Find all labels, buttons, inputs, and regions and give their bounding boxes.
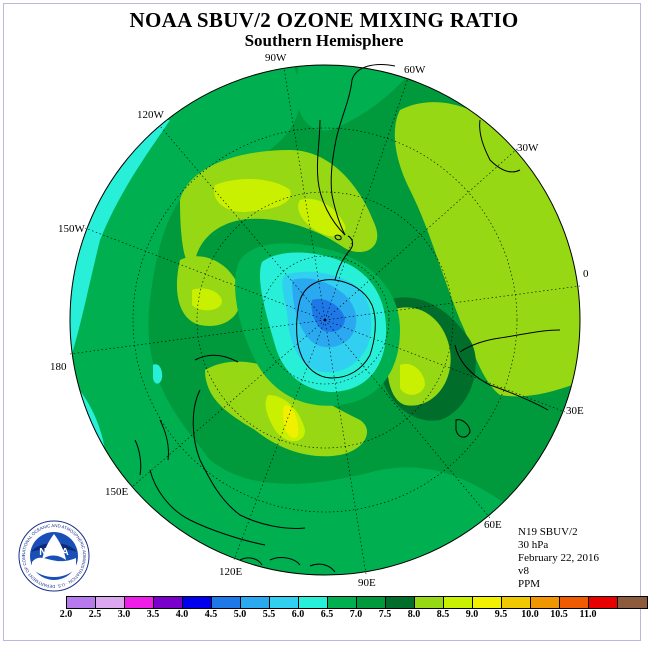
colorbar-segment xyxy=(473,597,502,608)
colorbar-segment xyxy=(154,597,183,608)
coastlines xyxy=(134,64,561,573)
lon-label-120e: 120E xyxy=(219,566,243,578)
field-region-6-5-ne xyxy=(296,65,420,131)
colorbar-label: 4.5 xyxy=(204,609,218,620)
colorbar-segment xyxy=(125,597,154,608)
colorbar-segment xyxy=(270,597,299,608)
latitude-circle-30s xyxy=(196,191,454,449)
falkland-islands xyxy=(334,234,342,241)
colorbar-label: 9.0 xyxy=(465,609,479,620)
asia-islands-coastline xyxy=(239,557,336,573)
colorbar-segment xyxy=(531,597,560,608)
colorbar-label: 10.5 xyxy=(550,609,568,620)
colorbar-label: 8.5 xyxy=(436,609,450,620)
info-level: 30 hPa xyxy=(518,539,549,551)
lon-label-150e: 150E xyxy=(105,486,129,498)
lon-label-90e: 90E xyxy=(358,577,376,589)
field-region-8-5-east xyxy=(400,363,425,395)
colorbar-segment xyxy=(212,597,241,608)
colorbar-segment xyxy=(96,597,125,608)
colorbar-label: 3.0 xyxy=(117,609,131,620)
colorbar-label: 10.0 xyxy=(521,609,539,620)
colorbar-segment xyxy=(444,597,473,608)
map-subtitle: Southern Hemisphere xyxy=(244,31,404,50)
colorbar-segment xyxy=(183,597,212,608)
lon-label-30e: 30E xyxy=(566,405,584,417)
colorbar-label: 2.5 xyxy=(88,609,102,620)
field-region-6-5 xyxy=(70,65,580,575)
colorbar-segment xyxy=(241,597,270,608)
colorbar xyxy=(66,596,648,609)
lon-label-180: 180 xyxy=(50,361,67,373)
colorbar-segment xyxy=(386,597,415,608)
lon-label-30w: 30W xyxy=(517,142,539,154)
product-info: N19 SBUV/2 30 hPa February 22, 2016 v8 P… xyxy=(518,526,599,591)
south-america-west-coastline xyxy=(316,119,346,236)
field-region-8-0-north xyxy=(180,150,378,266)
colorbar-segment xyxy=(502,597,531,608)
info-version: v8 xyxy=(518,565,529,577)
colorbar-segment xyxy=(299,597,328,608)
field-region-8-5-nw2 xyxy=(298,198,346,237)
colorbar-label: 5.0 xyxy=(233,609,247,620)
info-satellite: N19 SBUV/2 xyxy=(518,526,578,538)
new-zealand-coastline xyxy=(134,419,169,476)
colorbar-label: 2.0 xyxy=(59,609,73,620)
antarctic-peninsula-coastline xyxy=(334,235,354,281)
map-frame xyxy=(3,3,641,641)
field-region-9-0 xyxy=(283,405,299,438)
field-spot-6-0 xyxy=(153,364,163,384)
colorbar-label: 7.5 xyxy=(378,609,392,620)
colorbar-segment xyxy=(560,597,589,608)
colorbar-label: 9.5 xyxy=(494,609,508,620)
colorbar-label: 7.0 xyxy=(349,609,363,620)
noaa-logo: NOAA NATIONAL OCEANIC AND ATMOSPHERIC AD… xyxy=(18,520,90,592)
colorbar-segment xyxy=(357,597,386,608)
field-region-4-5 xyxy=(311,299,345,332)
globe-outline xyxy=(69,64,581,576)
lon-label-120w: 120W xyxy=(137,109,165,121)
south-america-coastline xyxy=(330,64,396,236)
field-region-8-5-north xyxy=(214,178,291,213)
colorbar-segment xyxy=(67,597,96,608)
colorbar-segment xyxy=(415,597,444,608)
colorbar-label: 11.0 xyxy=(579,609,597,620)
lon-label-90w: 90W xyxy=(265,52,287,64)
lon-label-0: 0 xyxy=(583,268,589,280)
lon-label-150w: 150W xyxy=(58,223,86,235)
colorbar-label: 6.0 xyxy=(291,609,305,620)
colorbar-label: 5.5 xyxy=(262,609,276,620)
africa-coastline xyxy=(454,119,561,411)
colorbar-segment xyxy=(589,597,618,608)
lon-label-60w: 60W xyxy=(404,64,426,76)
noaa-logo-text: NOAA xyxy=(39,547,68,558)
info-date: February 22, 2016 xyxy=(518,552,599,564)
ozone-field xyxy=(70,65,580,575)
map-title: NOAA SBUV/2 OZONE MIXING RATIO xyxy=(129,8,519,32)
australia-coastline xyxy=(149,354,306,546)
info-units: PPM xyxy=(518,578,541,590)
longitude-labels: 90W 60W 30W 0 30E 60E 90E 120E 150E 180 … xyxy=(50,52,589,589)
madagascar-coastline xyxy=(455,419,471,438)
colorbar-label: 6.5 xyxy=(320,609,334,620)
colorbar-label: 3.5 xyxy=(146,609,160,620)
colorbar-label: 8.0 xyxy=(407,609,421,620)
colorbar-label: 4.0 xyxy=(175,609,189,620)
graticule xyxy=(69,67,581,575)
meridians xyxy=(69,67,581,575)
latitude-circle-60s xyxy=(260,255,390,385)
colorbar-segment xyxy=(618,597,647,608)
colorbar-segment xyxy=(328,597,357,608)
lon-label-60e: 60E xyxy=(484,519,502,531)
latitude-circle-15s xyxy=(132,127,518,513)
